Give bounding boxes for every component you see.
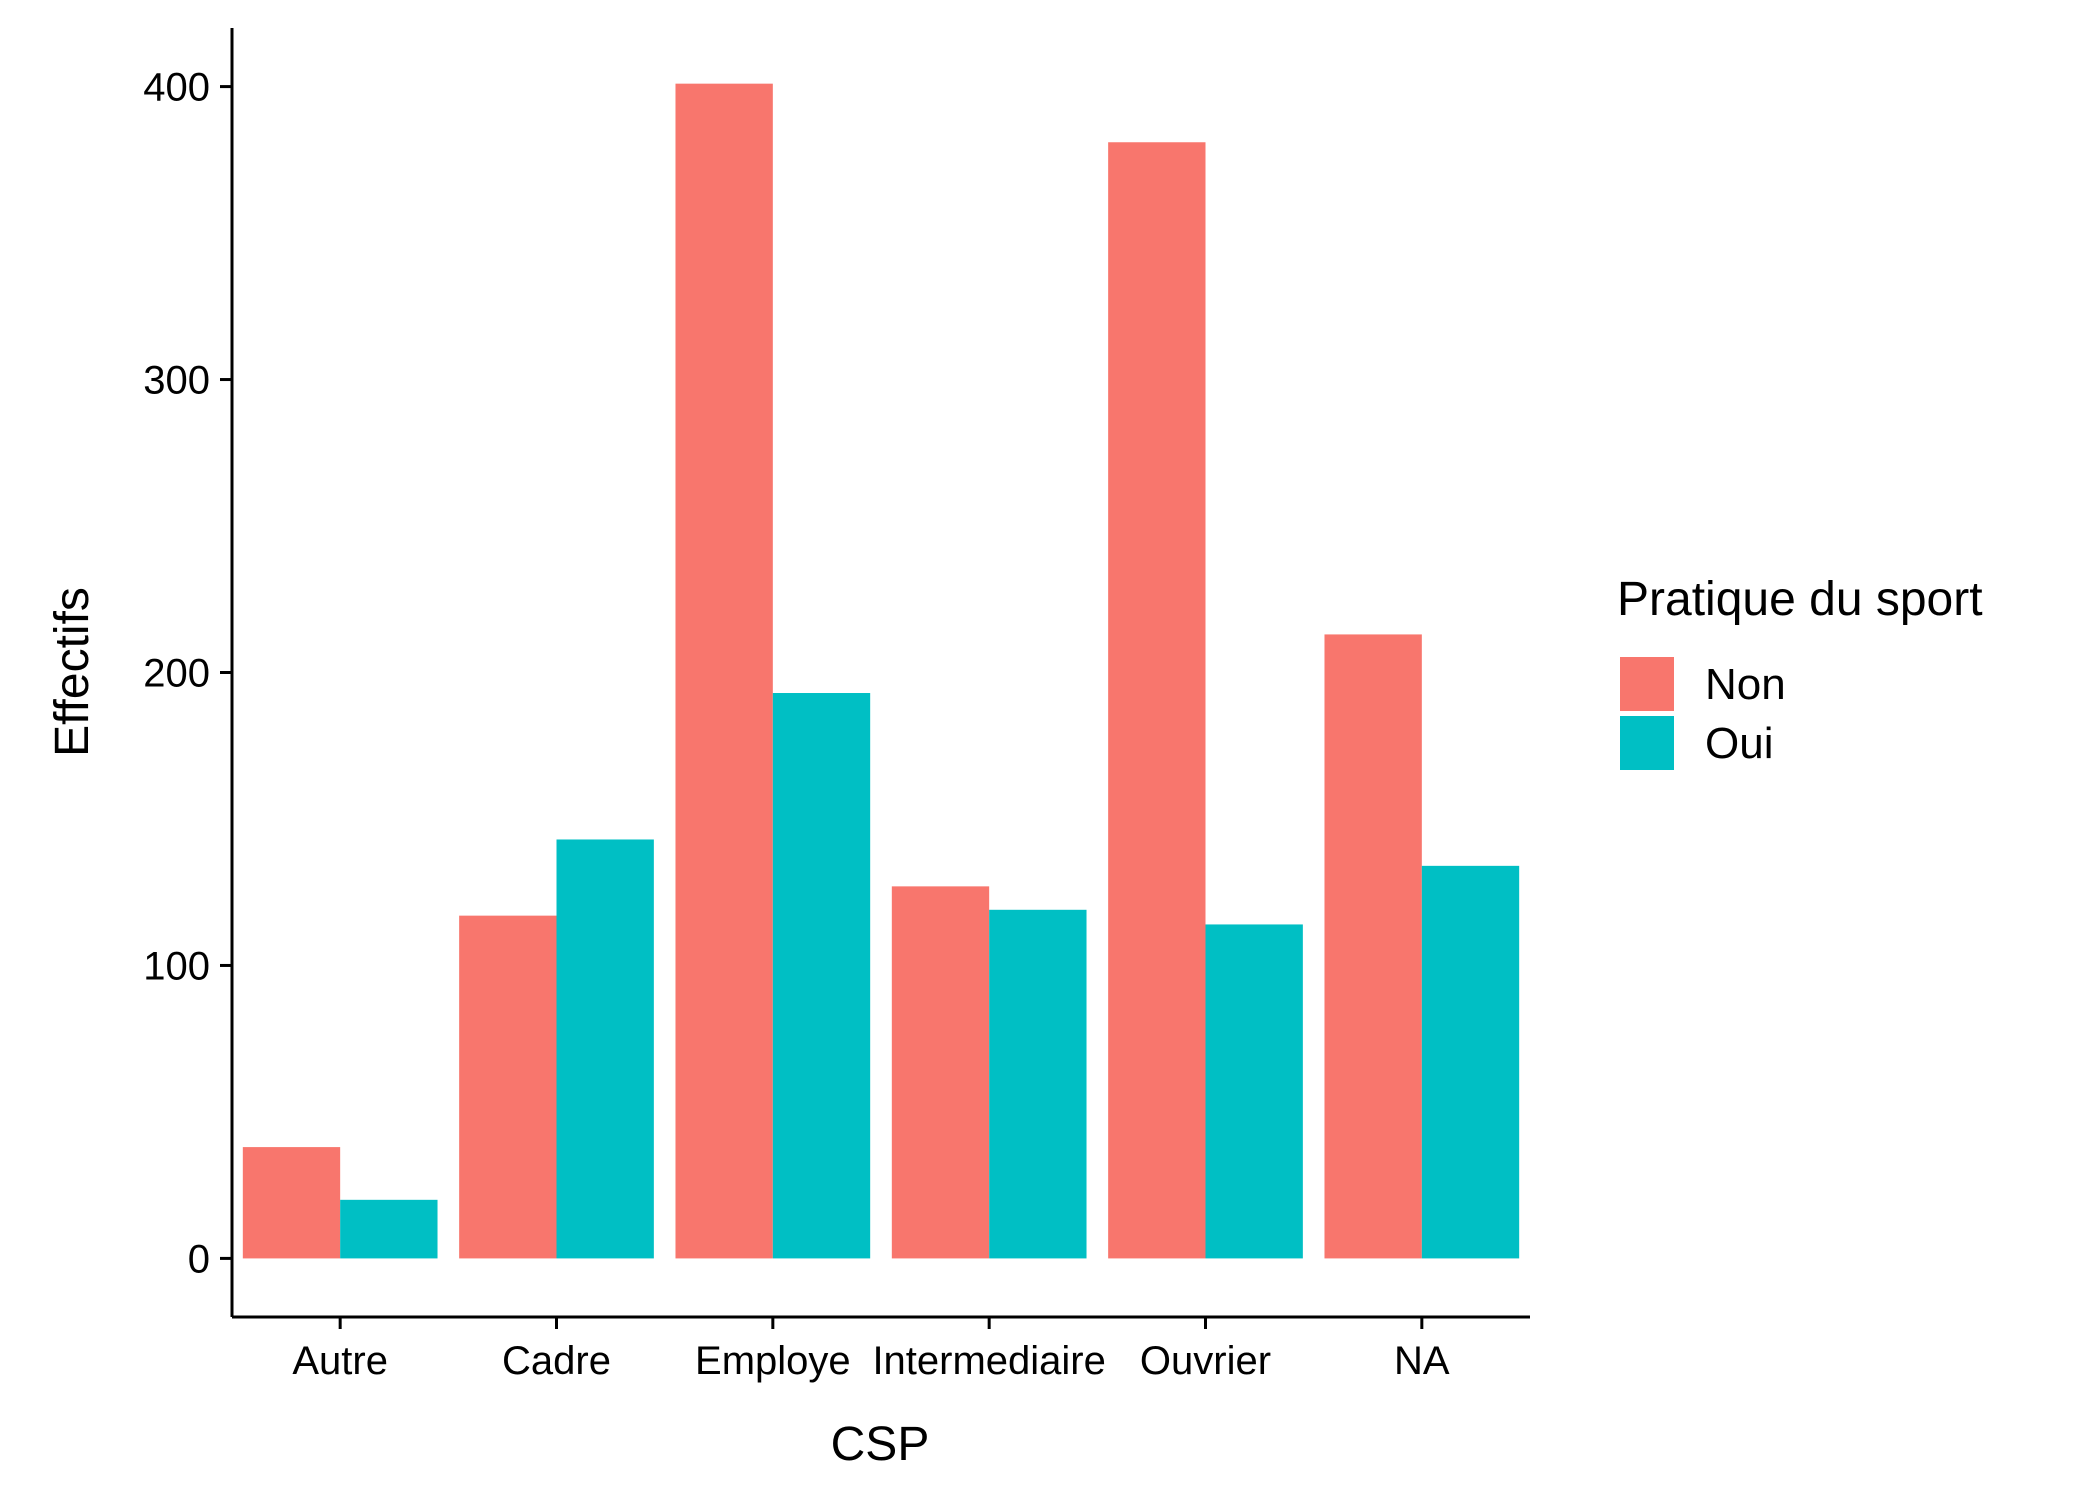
legend: Pratique du sport Non Oui bbox=[1617, 573, 1983, 770]
y-tick-label: 200 bbox=[143, 652, 210, 696]
bar-autre-oui bbox=[340, 1199, 438, 1259]
bar-ouvrier-oui bbox=[1205, 924, 1303, 1259]
bar-na-non bbox=[1324, 634, 1422, 1259]
legend-key-oui bbox=[1620, 716, 1674, 770]
bar-cadre-non bbox=[459, 915, 557, 1259]
y-tick-label: 100 bbox=[143, 944, 210, 988]
bar-autre-non bbox=[242, 1147, 341, 1259]
legend-label-oui: Oui bbox=[1705, 719, 1773, 768]
y-axis-title: Effectifs bbox=[46, 587, 99, 757]
bars-layer bbox=[242, 83, 1520, 1259]
x-tick-label: Intermediaire bbox=[872, 1339, 1105, 1383]
bar-intermediaire-non bbox=[891, 886, 990, 1259]
y-tick-label: 0 bbox=[188, 1237, 210, 1281]
x-tick-label: Ouvrier bbox=[1140, 1339, 1271, 1383]
y-tick-label: 400 bbox=[143, 66, 210, 110]
legend-label-non: Non bbox=[1705, 660, 1786, 709]
y-tick-label: 300 bbox=[143, 359, 210, 403]
x-axis-title: CSP bbox=[831, 1418, 930, 1471]
bar-ouvrier-non bbox=[1108, 142, 1206, 1259]
x-tick-label: Autre bbox=[292, 1339, 388, 1383]
bar-employe-oui bbox=[772, 693, 871, 1259]
x-tick-label: Cadre bbox=[502, 1339, 611, 1383]
x-tick-label: NA bbox=[1394, 1339, 1450, 1383]
x-tick-label: Employe bbox=[695, 1339, 851, 1383]
x-ticks: Autre Cadre Employe Intermediaire Ouvrier NA bbox=[292, 1317, 1450, 1383]
bar-na-oui bbox=[1421, 865, 1520, 1259]
bar-employe-non bbox=[675, 83, 773, 1259]
legend-key-non bbox=[1620, 657, 1674, 711]
y-ticks: 0 100 200 300 400 bbox=[143, 66, 232, 1281]
bar-intermediaire-oui bbox=[989, 909, 1087, 1259]
bar-cadre-oui bbox=[556, 839, 654, 1259]
legend-title: Pratique du sport bbox=[1617, 573, 1983, 626]
